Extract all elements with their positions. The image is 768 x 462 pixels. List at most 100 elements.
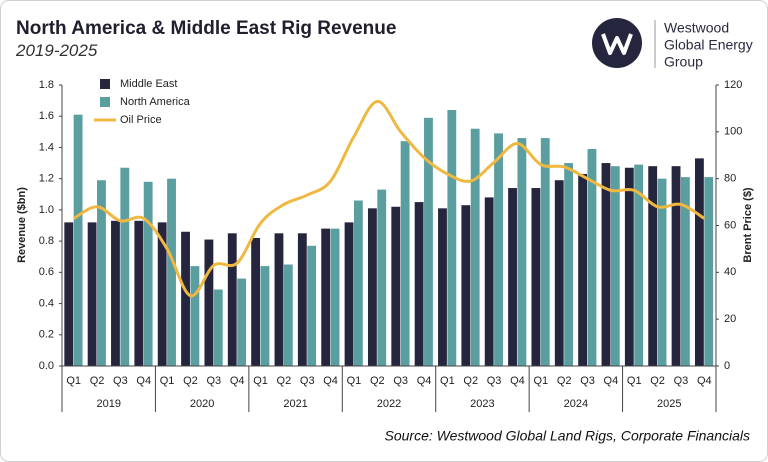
bar [494,133,503,366]
x-tick-label: Q1 [66,375,81,387]
x-tick-label: Q2 [277,375,292,387]
bar [190,266,200,366]
bar [143,181,153,366]
bar [508,188,517,366]
y-tick-label: 1.6 [39,110,54,122]
bar [634,164,644,366]
bar [624,167,634,366]
bar [237,278,247,366]
x-tick-label: Q3 [300,375,315,387]
x-tick-label: Q3 [674,375,689,387]
bar [307,245,317,366]
x-tick-label: Q4 [323,375,338,387]
x-tick-label: Q3 [393,375,408,387]
bar [554,180,564,366]
legend-label: Middle East [120,78,177,90]
x-tick-label: Q4 [136,375,151,387]
y-tick-label: 0.4 [39,297,54,309]
x-tick-label: Q2 [463,375,478,387]
bar [297,233,307,366]
bar [64,222,74,366]
bar [344,222,354,366]
year-label: 2024 [564,398,588,410]
year-label: 2022 [377,398,401,410]
bar [274,233,284,366]
bar [251,237,261,366]
legend-label: Oil Price [120,114,162,126]
bar [120,167,130,366]
bar [484,197,494,366]
y-tick-label: 1.2 [39,173,54,185]
x-tick-label: Q2 [90,375,105,387]
bar [447,109,457,366]
y2-tick-label: 20 [724,313,736,325]
y2-tick-label: 100 [724,126,742,138]
bar [610,166,620,366]
y-tick-label: 1.0 [39,204,54,216]
y2-tick-label: 0 [724,360,730,372]
y2-tick-label: 120 [724,79,742,91]
bar [73,114,83,367]
x-tick-label: Q4 [230,375,245,387]
y2-tick-label: 40 [724,266,736,278]
bar [671,166,681,366]
bar [181,231,190,366]
x-tick-label: Q1 [253,375,268,387]
bar [587,149,597,366]
bar [601,163,611,366]
bar [470,128,480,366]
logo-text: Global Energy [664,37,753,53]
bar [87,222,97,366]
bar [134,220,144,366]
bar [438,208,447,366]
logo-circle [592,18,642,68]
bar [578,173,588,366]
bar [531,188,541,366]
year-label: 2020 [190,398,214,410]
bar [704,177,714,366]
bar [157,222,167,366]
x-tick-label: Q3 [206,375,221,387]
bar [391,206,401,366]
y-tick-label: 0.8 [39,235,54,247]
bar [564,163,574,366]
line [72,99,706,298]
legend-swatch [100,79,110,89]
bar [694,158,704,366]
y-tick-label: 0.6 [39,266,54,278]
bar [353,200,363,366]
logo-text: Westwood [664,20,729,36]
x-tick-label: Q1 [627,375,642,387]
x-tick-label: Q4 [697,375,712,387]
x-tick-label: Q4 [510,375,525,387]
x-tick-label: Q1 [533,375,548,387]
bar [414,202,424,366]
bar [330,228,340,366]
y2-axis-title: Brent Price ($) [742,187,754,263]
bar [227,233,237,366]
year-label: 2023 [470,398,494,410]
bar [260,266,270,366]
x-tick-label: Q1 [440,375,455,387]
y-tick-label: 0.0 [39,360,54,372]
bar [400,141,410,366]
x-tick-label: Q2 [557,375,572,387]
logo-mark [601,33,633,55]
x-tick-label: Q3 [580,375,595,387]
year-label: 2019 [96,398,120,410]
legend-label: North America [120,96,191,108]
bar [213,289,223,366]
y2-tick-label: 60 [724,219,736,231]
x-tick-label: Q2 [370,375,385,387]
chart-subtitle: 2019-2025 [15,41,98,60]
x-tick-label: Q1 [160,375,175,387]
bar [204,239,214,366]
chart-title: North America & Middle East Rig Revenue [16,18,396,39]
x-tick-label: Q2 [183,375,198,387]
x-tick-label: Q3 [487,375,502,387]
y-tick-label: 1.8 [39,79,54,91]
bar [517,138,527,366]
year-label: 2021 [283,398,307,410]
bar [97,180,106,366]
